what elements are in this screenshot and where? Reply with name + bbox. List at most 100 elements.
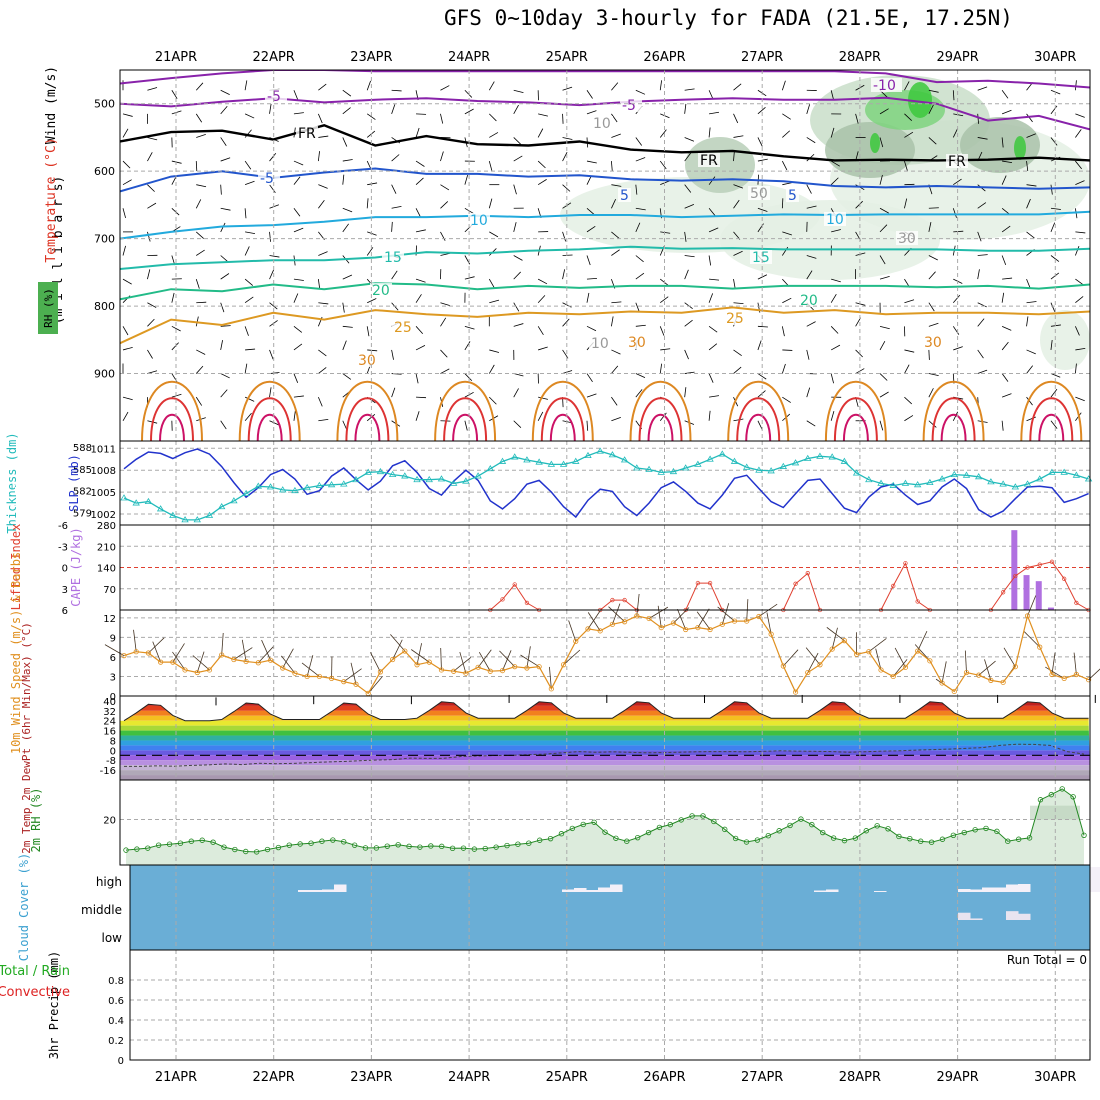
wind-barb — [831, 229, 841, 233]
rh-line — [125, 788, 1085, 853]
wind-barb — [904, 364, 910, 374]
thickness-marker — [193, 516, 201, 523]
wind-barb — [1050, 420, 1058, 429]
wind-barb — [122, 160, 131, 169]
rh-marker — [852, 835, 859, 841]
temp-band — [120, 740, 1090, 746]
cloud-high-bar — [298, 890, 311, 892]
wind-barb — [708, 293, 714, 303]
rh-marker — [319, 838, 325, 844]
wind-barb — [586, 278, 597, 280]
slp-tick: 1008 — [91, 466, 116, 477]
wind-barb — [537, 160, 546, 169]
wind-barb-10m — [241, 639, 247, 662]
ylabel-cloud: Cloud Cover (%) — [17, 853, 31, 961]
wind-barb — [269, 103, 272, 114]
wind-barb — [1075, 129, 1082, 138]
wind-barb — [220, 340, 223, 351]
wind-speed-marker — [670, 620, 677, 626]
wind-barb — [879, 224, 888, 233]
wind-speed-marker — [451, 668, 457, 674]
wind-barb — [733, 135, 744, 138]
cloud-high-bar — [982, 887, 995, 892]
wind-speed-marker — [133, 649, 139, 655]
rh-marker — [558, 831, 565, 837]
lifted-index-marker — [805, 571, 810, 576]
wind-barb — [318, 251, 328, 256]
date-label-bottom: 28APR — [839, 1070, 881, 1085]
thickness-marker — [462, 477, 470, 484]
wind-barb — [806, 255, 817, 259]
wind-barb — [342, 302, 345, 313]
wind-barb — [220, 207, 231, 211]
cloud-mid-bar — [970, 918, 983, 920]
wind-speed-marker — [829, 646, 835, 652]
contour-label: 10 — [470, 213, 488, 229]
wind-barb — [830, 177, 839, 185]
contour-label-bg — [798, 293, 820, 307]
wind-barb — [269, 184, 276, 193]
wind-barb — [122, 245, 126, 256]
lifted-index-line — [880, 562, 931, 611]
wind-barb — [928, 89, 939, 93]
wind-barb — [513, 89, 524, 94]
wind-barb-10m — [587, 612, 601, 632]
wind-barb — [708, 227, 719, 233]
wind-barb — [830, 293, 837, 303]
isotherm-30 — [434, 381, 497, 441]
contour-label: 25 — [726, 311, 744, 327]
wind-barb — [782, 113, 791, 120]
wind-barb — [611, 231, 620, 239]
wind-barb — [708, 255, 712, 266]
wind-barb — [953, 346, 963, 351]
thickness-marker — [535, 458, 543, 465]
rh-marker — [700, 813, 706, 819]
wind-barb — [659, 80, 663, 91]
wind-barb — [1001, 393, 1012, 398]
lifted-index-marker — [1074, 600, 1079, 606]
wind-barb — [611, 184, 622, 187]
wind-barb — [513, 271, 521, 280]
wind-speed-marker — [499, 667, 506, 674]
rh-shading — [490, 513, 630, 583]
rh-marker — [243, 848, 249, 855]
thickness-marker — [633, 464, 641, 471]
wind-barb — [904, 396, 913, 405]
wind-barb — [1026, 161, 1029, 172]
wind-barb — [244, 180, 255, 186]
wind-barb — [660, 231, 671, 234]
temp-band — [120, 730, 1090, 736]
thickness-marker — [559, 460, 568, 467]
lifted-index-marker — [1000, 590, 1006, 595]
wind-barb — [195, 113, 203, 123]
cloud-high-bar — [334, 884, 347, 892]
rh-marker — [656, 824, 663, 831]
contour-label-bg — [468, 213, 490, 227]
wind-barb — [244, 246, 250, 256]
wind-barb — [366, 414, 376, 422]
cape-tick: 280 — [97, 521, 116, 532]
thickness-marker — [217, 502, 226, 510]
wind-barb — [391, 104, 396, 114]
wind-barb — [1001, 175, 1007, 185]
wind-speed-marker — [1061, 675, 1067, 682]
wind-barb — [830, 344, 841, 351]
wind-speed-marker — [328, 675, 335, 682]
wind-barb — [318, 184, 328, 189]
wind-barb — [904, 198, 908, 209]
wind-barb-10m — [807, 652, 819, 673]
wind-barb — [684, 103, 687, 114]
wind-speed-marker — [585, 626, 591, 632]
wind-barb — [977, 86, 988, 91]
wind-speed-marker — [292, 670, 298, 676]
wind-barb — [342, 137, 348, 147]
precip-tick: 0 — [118, 1056, 124, 1067]
wind-barb — [611, 199, 616, 209]
isotherm-30 — [159, 413, 185, 441]
rh-marker — [743, 839, 750, 845]
wind-speed-marker — [597, 628, 603, 634]
wind-barb — [1075, 396, 1085, 402]
rh-marker — [667, 821, 674, 828]
